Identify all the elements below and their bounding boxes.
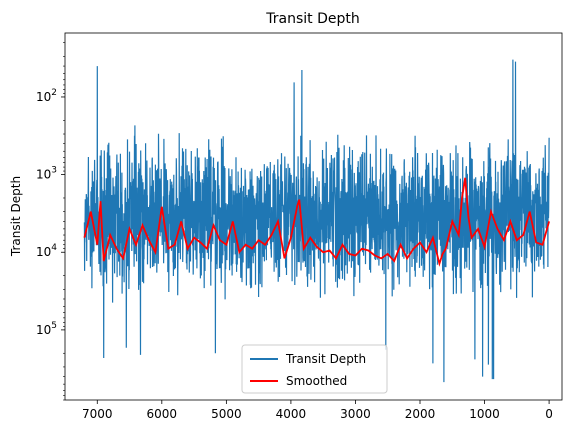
plot-frame (64, 32, 563, 401)
legend-box (241, 344, 388, 394)
legend-label-smoothed: Smoothed (286, 374, 347, 388)
y-axis-label: Transit Depth (9, 176, 23, 257)
x-tick-label: 5000 (211, 407, 242, 421)
x-tick-label: 0 (545, 407, 553, 421)
y-tick-label: 104 (36, 243, 57, 259)
y-tick-label: 102 (36, 88, 57, 104)
chart-title: Transit Depth (265, 11, 359, 27)
y-tick-label: 105 (36, 321, 57, 337)
x-tick-label: 4000 (276, 407, 307, 421)
x-tick-label: 3000 (340, 407, 371, 421)
tick-layer: 7000 6000 5000 4000 3000 2000 1000 0 102 103 104 10… (36, 42, 553, 421)
series-line-smoothed (83, 177, 550, 267)
x-tick-label: 7000 (82, 407, 113, 421)
x-tick-label: 2000 (405, 407, 436, 421)
x-tick-label: 6000 (147, 407, 178, 421)
y-tick-label: 103 (36, 166, 57, 182)
series-layer (83, 59, 550, 383)
legend: Transit Depth Smoothed (241, 344, 388, 394)
legend-label-transit-depth: Transit Depth (285, 352, 366, 366)
x-tick-label: 1000 (469, 407, 500, 421)
